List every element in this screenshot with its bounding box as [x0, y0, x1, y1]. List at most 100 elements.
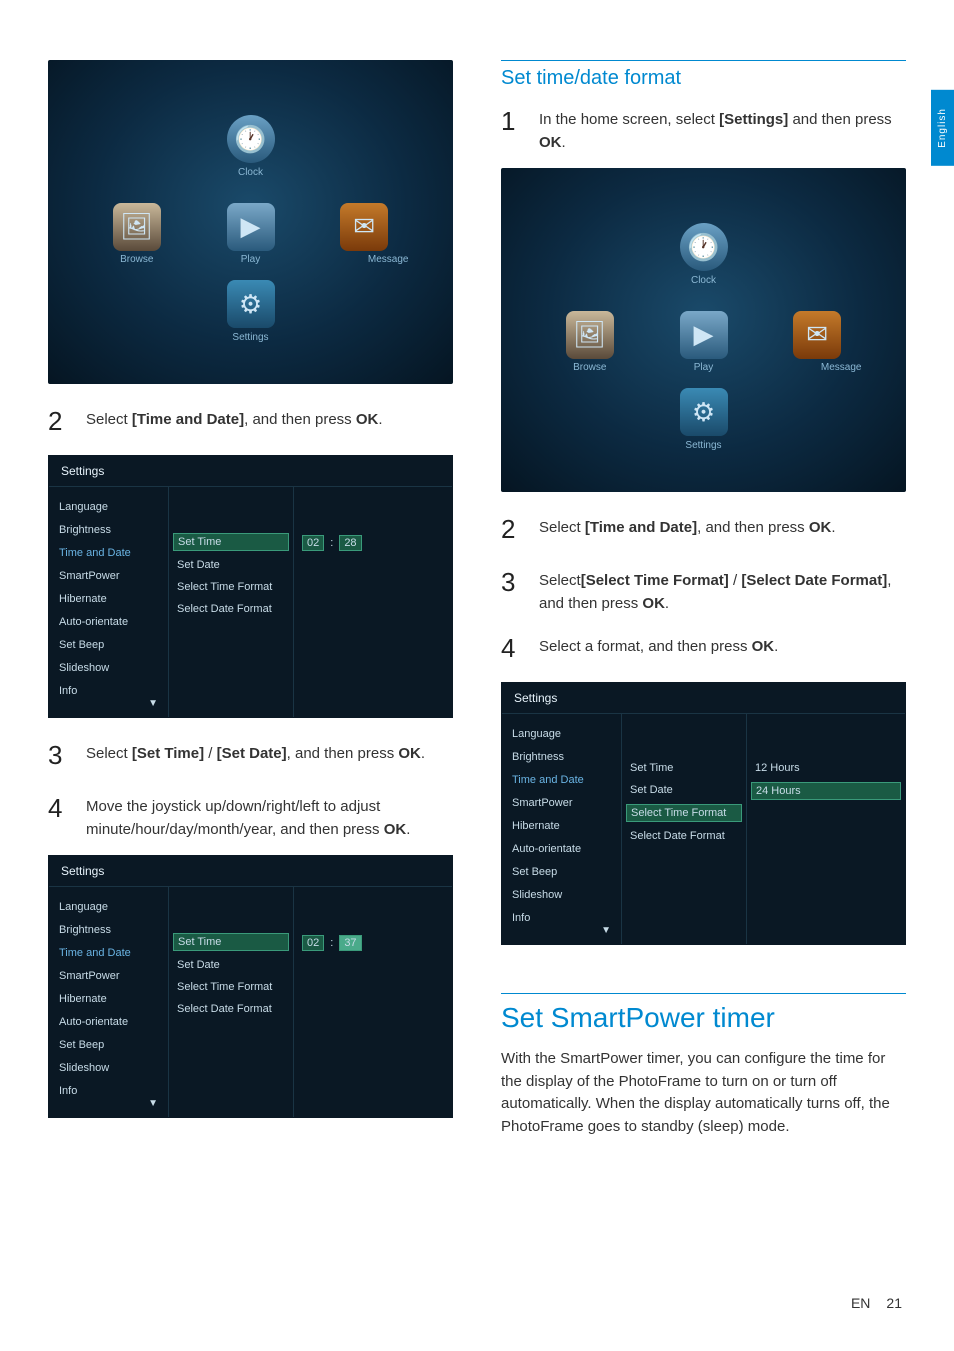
right-step-2: 2 Select [Time and Date], and then press…	[501, 510, 906, 549]
footer-lang: EN	[851, 1295, 870, 1311]
message-label: Message	[348, 254, 428, 265]
message-icon: ✉	[340, 203, 388, 251]
menu-item: Language	[59, 901, 158, 913]
home-screen-shot: 🕐 Clock 🖼 Browse ▶ Play ✉ Message ⚙ Sett…	[48, 60, 453, 384]
play-icon: ▶	[680, 311, 728, 359]
left-step-4: 4 Move the joystick up/down/right/left t…	[48, 789, 453, 841]
minute-box-selected: 37	[339, 935, 361, 951]
hour-box: 02	[302, 535, 324, 551]
settings-submenu: Set Time Set Date Select Time Format Sel…	[622, 714, 747, 944]
ok: OK	[642, 595, 665, 612]
text: , and then press	[244, 411, 356, 428]
footer-page: 21	[886, 1295, 902, 1311]
settings-menu: Language Brightness Time and Date SmartP…	[49, 887, 169, 1117]
colon: :	[330, 537, 333, 549]
format-option-selected: 24 Hours	[751, 782, 901, 800]
right-step-1: 1 In the home screen, select [Settings] …	[501, 102, 906, 154]
home-screen-shot: 🕐 Clock 🖼 Browse ▶ Play ✉ Message ⚙ Sett…	[501, 168, 906, 492]
settings-menu: Language Brightness Time and Date SmartP…	[502, 714, 622, 944]
step-text: In the home screen, select [Settings] an…	[539, 102, 906, 154]
menu-item: Hibernate	[59, 993, 158, 1005]
menu-item: Info	[59, 1085, 158, 1097]
settings-shot-a: Settings Language Brightness Time and Da…	[48, 455, 453, 718]
sub-item-selected: Set Time	[173, 933, 289, 951]
format-option: 12 Hours	[755, 762, 897, 774]
menu-item-selected: Time and Date	[512, 774, 611, 786]
sub-item: Select Date Format	[630, 830, 738, 842]
menu-item: Info	[512, 912, 611, 924]
menu-item: Language	[512, 728, 611, 740]
ok: OK	[752, 638, 775, 655]
menu-item: Brightness	[59, 524, 158, 536]
step-number: 4	[501, 629, 525, 668]
menu-item: SmartPower	[59, 570, 158, 582]
play-label: Play	[211, 254, 291, 265]
menu-item: Slideshow	[59, 662, 158, 674]
settings-values: 02 : 37	[294, 887, 452, 1117]
left-step-2: 2 Select [Time and Date], and then press…	[48, 402, 453, 441]
step-number: 4	[48, 789, 72, 841]
sub-item-selected: Set Time	[173, 533, 289, 551]
settings-menu: Language Brightness Time and Date SmartP…	[49, 487, 169, 717]
menu-item: SmartPower	[512, 797, 611, 809]
text: and then press	[788, 111, 891, 128]
menu-item: Set Beep	[59, 1039, 158, 1051]
menu-item: Info	[59, 685, 158, 697]
minute-box: 28	[339, 535, 361, 551]
message-icon: ✉	[793, 311, 841, 359]
text: Select	[86, 745, 132, 762]
text: , and then press	[697, 519, 809, 536]
menu-item-selected: Time and Date	[59, 947, 158, 959]
key: [Settings]	[719, 111, 788, 128]
language-tab: English	[931, 90, 954, 166]
text: In the home screen, select	[539, 111, 719, 128]
key: [Select Time Format]	[581, 572, 729, 589]
text: , and then press	[287, 745, 399, 762]
settings-values: 12 Hours 24 Hours	[747, 714, 905, 944]
play-label: Play	[664, 362, 744, 373]
left-step-3: 3 Select [Set Time] / [Set Date], and th…	[48, 736, 453, 775]
settings-label: Settings	[211, 332, 291, 343]
settings-submenu: Set Time Set Date Select Time Format Sel…	[169, 887, 294, 1117]
text: .	[831, 519, 835, 536]
browse-icon: 🖼	[566, 311, 614, 359]
menu-item: Brightness	[59, 924, 158, 936]
sub-item: Select Date Format	[177, 603, 285, 615]
clock-label: Clock	[211, 167, 291, 178]
smartpower-heading: Set SmartPower timer	[501, 993, 906, 1034]
key: [Time and Date]	[585, 519, 697, 536]
section-heading: Set time/date format	[501, 60, 906, 90]
browse-label: Browse	[550, 362, 630, 373]
settings-shot-c: Settings Language Brightness Time and Da…	[501, 682, 906, 945]
right-column: Set time/date format 1 In the home scree…	[501, 60, 906, 1138]
key: [Set Time]	[132, 745, 204, 762]
step-text: Select a format, and then press OK.	[539, 629, 778, 668]
menu-item: Slideshow	[512, 889, 611, 901]
settings-label: Settings	[664, 440, 744, 451]
time-value: 02 : 37	[302, 935, 444, 951]
step-number: 2	[501, 510, 525, 549]
play-icon: ▶	[227, 203, 275, 251]
ok: OK	[398, 745, 421, 762]
settings-title: Settings	[49, 456, 452, 487]
sub-item: Select Time Format	[177, 581, 285, 593]
menu-item: Set Beep	[512, 866, 611, 878]
ok: OK	[809, 519, 832, 536]
text: .	[378, 411, 382, 428]
step-number: 3	[48, 736, 72, 775]
text: .	[421, 745, 425, 762]
text: Select	[539, 519, 585, 536]
settings-shot-b: Settings Language Brightness Time and Da…	[48, 855, 453, 1118]
smartpower-paragraph: With the SmartPower timer, you can confi…	[501, 1048, 906, 1138]
clock-label: Clock	[664, 275, 744, 286]
step-text: Select[Select Time Format] / [Select Dat…	[539, 563, 906, 615]
step-text: Select [Set Time] / [Set Date], and then…	[86, 736, 425, 775]
menu-item: Language	[59, 501, 158, 513]
key: [Time and Date]	[132, 411, 244, 428]
ok: OK	[356, 411, 379, 428]
left-column: 🕐 Clock 🖼 Browse ▶ Play ✉ Message ⚙ Sett…	[48, 60, 453, 1138]
menu-item: SmartPower	[59, 970, 158, 982]
ok: OK	[384, 821, 407, 838]
menu-item: Auto-orientate	[59, 1016, 158, 1028]
message-label: Message	[801, 362, 881, 373]
